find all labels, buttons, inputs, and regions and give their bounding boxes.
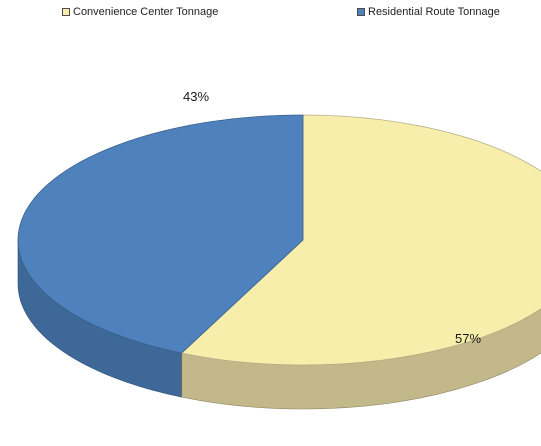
data-label-convenience-center: 57% xyxy=(455,331,481,346)
pie-tops xyxy=(17,114,541,366)
data-label-residential-route: 43% xyxy=(183,89,209,104)
slice-residential-route xyxy=(17,114,304,354)
chart-legend: Convenience Center Tonnage Residential R… xyxy=(0,6,541,26)
legend-swatch-residential-route xyxy=(357,8,365,16)
legend-item-convenience-center: Convenience Center Tonnage xyxy=(62,6,218,18)
legend-swatch-convenience-center xyxy=(62,8,70,16)
legend-label-residential-route: Residential Route Tonnage xyxy=(368,6,500,18)
slice-convenience-center xyxy=(180,114,541,366)
legend-label-convenience-center: Convenience Center Tonnage xyxy=(73,6,219,18)
legend-item-residential-route: Residential Route Tonnage xyxy=(357,6,500,18)
